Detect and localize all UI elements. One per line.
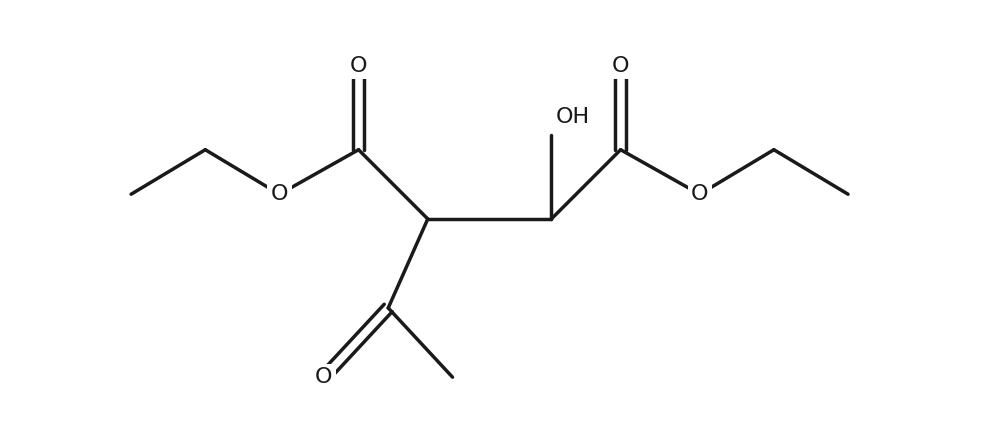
Text: O: O — [270, 184, 288, 204]
Text: O: O — [315, 367, 333, 387]
Text: O: O — [350, 56, 368, 76]
Text: OH: OH — [556, 107, 590, 127]
Text: O: O — [691, 184, 709, 204]
Text: O: O — [612, 56, 629, 76]
